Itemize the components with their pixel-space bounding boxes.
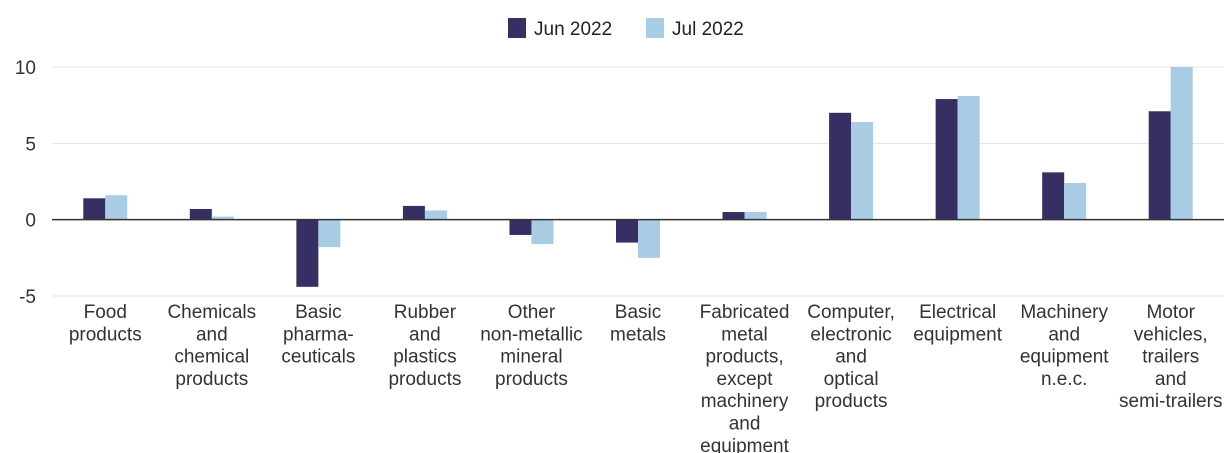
bar <box>402 205 425 220</box>
legend-swatch <box>508 18 526 38</box>
category-label-line: and <box>1155 369 1187 390</box>
category-label: Basic metals <box>610 302 666 345</box>
bar <box>829 112 852 220</box>
y-axis: -5 0 5 10 <box>15 58 36 308</box>
bar <box>616 219 638 243</box>
legend: Jun 2022 Jul 2022 <box>508 18 744 40</box>
category-label-line: Food <box>84 302 127 323</box>
category-label: Food products <box>69 302 142 345</box>
legend-swatch <box>646 18 664 38</box>
category-label-line: products, <box>705 347 783 368</box>
category-label-line: products <box>69 324 142 345</box>
bar <box>509 219 532 235</box>
bar <box>105 195 128 220</box>
category-label-line: Basic <box>615 302 661 323</box>
bars <box>83 67 1193 287</box>
category-label-line: n.e.c. <box>1041 369 1087 390</box>
category-label-line: Motor <box>1146 302 1195 323</box>
category-label-line: Other <box>508 302 556 323</box>
category-label: Basic pharma-ceuticals <box>281 302 355 368</box>
category-label: Motor vehicles, trailers and semi-trailers <box>1119 302 1222 412</box>
category-label-line: plastics <box>393 347 456 368</box>
category-label: Fabricated metal products, except machinery a… <box>700 302 790 453</box>
bar <box>296 219 319 287</box>
category-label: Electrical equipment <box>913 302 1002 345</box>
category-label-line: pharma- <box>283 324 354 345</box>
category-label-line: chemical <box>174 347 249 368</box>
category-label-line: Chemicals <box>167 302 256 323</box>
category-label-line: equipment <box>700 436 789 453</box>
y-tick-label: 5 <box>25 134 36 155</box>
category-label-line: metals <box>610 324 666 345</box>
category-label: Chemicals and chemical products <box>167 302 256 390</box>
category-label-line: and <box>729 414 761 435</box>
y-tick-label: 0 <box>25 211 36 232</box>
category-label-line: and <box>835 347 867 368</box>
gridlines <box>52 66 1224 297</box>
category-label-line: Basic <box>295 302 341 323</box>
category-label-line: equipment <box>1020 347 1109 368</box>
y-tick-label: 10 <box>15 58 36 79</box>
bar <box>1170 67 1193 220</box>
bar <box>1148 111 1171 220</box>
category-label-line: Rubber <box>394 302 457 323</box>
category-label-line: except <box>717 369 774 390</box>
bar <box>531 219 554 245</box>
category-label-line: electronic <box>810 324 891 345</box>
category-label-line: and <box>409 324 441 345</box>
category-label-line: ceuticals <box>281 347 355 368</box>
category-label-line: machinery <box>701 391 789 412</box>
bar <box>722 212 745 220</box>
category-label-line: semi-trailers <box>1119 391 1222 412</box>
category-label-line: equipment <box>913 324 1002 345</box>
category-label-line: and <box>1048 324 1080 345</box>
bar <box>1042 172 1065 220</box>
category-label: Machinery and equipment n.e.c. <box>1020 302 1109 390</box>
bar <box>318 219 341 248</box>
category-label-line: mineral <box>500 347 562 368</box>
bar <box>851 121 874 220</box>
category-label-line: optical <box>824 369 879 390</box>
bar <box>83 198 106 220</box>
category-label: Rubber and plastics products <box>388 302 461 390</box>
bar <box>638 219 660 258</box>
category-label-line: and <box>196 324 228 345</box>
category-label-line: products <box>815 391 888 412</box>
category-label: Computer, electronic and optical products <box>807 302 895 412</box>
category-label-line: products <box>495 369 568 390</box>
bar <box>1064 183 1087 220</box>
category-label-line: products <box>175 369 248 390</box>
category-label: Other non-metallic mineral products <box>480 302 582 390</box>
bar <box>189 208 212 220</box>
category-label-line: products <box>388 369 461 390</box>
bar <box>744 212 767 220</box>
legend-label: Jun 2022 <box>534 19 612 40</box>
category-label-line: non-metallic <box>480 324 582 345</box>
legend-label: Jul 2022 <box>672 19 744 40</box>
category-label-line: Machinery <box>1020 302 1108 323</box>
category-label-line: Fabricated <box>700 302 790 323</box>
bar <box>935 99 958 220</box>
category-label-line: trailers <box>1142 347 1199 368</box>
category-label-line: metal <box>721 324 767 345</box>
category-label-line: vehicles, <box>1134 324 1208 345</box>
bar <box>957 96 980 220</box>
bar <box>424 210 447 220</box>
bar <box>211 216 234 220</box>
category-label-line: Electrical <box>919 302 996 323</box>
y-tick-label: -5 <box>19 287 36 308</box>
category-label-line: Computer, <box>807 302 895 323</box>
